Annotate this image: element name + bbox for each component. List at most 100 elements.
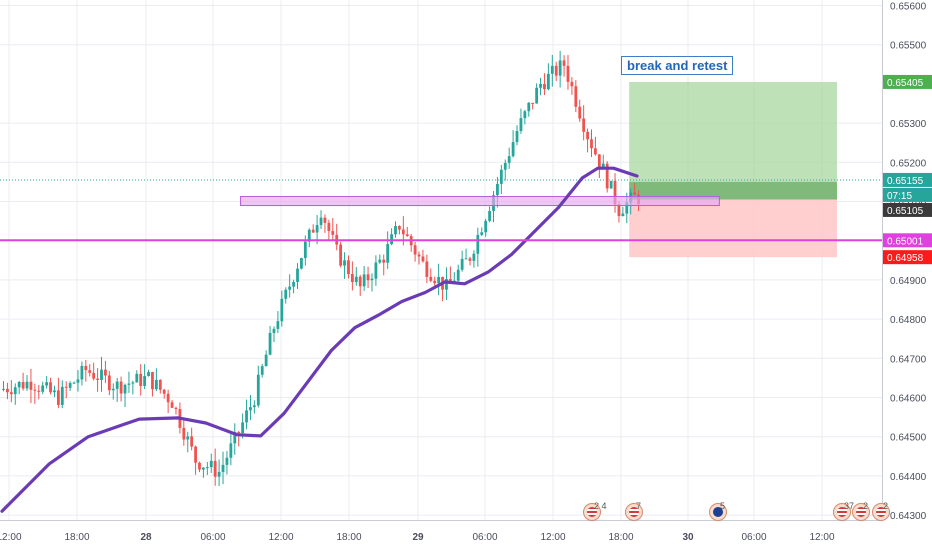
candle-body (476, 234, 480, 254)
candle-body (496, 183, 499, 196)
candle-body (72, 382, 76, 384)
candle-body (13, 387, 17, 395)
australia-flag-icon (713, 507, 723, 517)
candle-body (570, 81, 574, 87)
candle-body (413, 245, 417, 255)
candle-body (331, 231, 335, 235)
x-tick-label: 12:00 (809, 532, 834, 543)
candle-body (543, 83, 546, 90)
candle-body (523, 111, 527, 119)
y-tick-label: 0.64900 (890, 276, 927, 287)
candle-body (288, 286, 292, 290)
candle-body (6, 388, 9, 393)
candle-body (272, 328, 276, 333)
candle-body (213, 460, 217, 477)
candle-body (347, 260, 350, 275)
candle-body (241, 422, 245, 434)
candle-body (100, 369, 103, 380)
event-count: 2 4 (594, 501, 607, 511)
candle-body (221, 464, 225, 473)
candle-body (448, 279, 452, 282)
candle-body (597, 154, 601, 168)
candle-body (327, 222, 331, 232)
x-tick-label: 28 (140, 532, 152, 543)
event-marker[interactable] (833, 503, 851, 521)
candle-body (605, 163, 609, 189)
candle-body (339, 244, 343, 266)
candle-body (84, 365, 88, 371)
candle-body (280, 298, 284, 322)
price-tags: 0.65405 0.65155 07:15 0.65105 0.65001 0.64958 (883, 74, 932, 265)
moving-average-line (0, 166, 639, 513)
candle-body (209, 460, 213, 468)
candle-body (260, 366, 264, 375)
candle-body (256, 374, 260, 406)
candle-body (621, 213, 625, 217)
candle-body (633, 192, 637, 195)
candle-body (488, 210, 491, 221)
candle-body (21, 381, 25, 389)
candle-body (437, 276, 441, 284)
candle-body (554, 65, 558, 76)
candle-body (135, 373, 139, 383)
y-tick-label: 0.65300 (890, 119, 927, 130)
retest-zone[interactable] (240, 196, 720, 207)
candle-body (104, 369, 107, 376)
candle-body (96, 378, 99, 380)
price-tag (883, 187, 932, 202)
candle-body (139, 373, 143, 386)
event-marker[interactable] (625, 503, 643, 521)
candle-body (205, 467, 209, 469)
price-tag-label: 0.65001 (887, 236, 924, 247)
candle-body (378, 259, 382, 263)
usa-flag-icon (876, 507, 886, 517)
y-tick-label: 0.65200 (890, 158, 927, 169)
candle-body (233, 431, 237, 444)
y-tick-label: 0.65600 (890, 2, 927, 13)
candle-body (80, 365, 84, 380)
candle-body (53, 390, 56, 393)
candle-body (323, 217, 327, 223)
candle-body (284, 289, 288, 299)
candle-body (29, 381, 33, 390)
candle-body (303, 241, 307, 259)
candle-body (190, 436, 194, 447)
candles (2, 50, 640, 487)
candle-body (460, 258, 464, 270)
candle-body (158, 379, 162, 390)
candle-body (362, 274, 366, 287)
candle-body (311, 229, 315, 233)
candle-body (111, 388, 115, 391)
loss-zone[interactable] (629, 199, 837, 258)
candle-body (25, 381, 29, 389)
candle-body (343, 260, 346, 266)
candle-body (264, 354, 268, 367)
annotation-label[interactable]: break and retest (621, 56, 734, 75)
candle-body (268, 332, 272, 355)
event-marker[interactable] (872, 503, 890, 521)
candle-body (319, 217, 323, 226)
candle-body (358, 276, 362, 287)
candle-body (151, 372, 154, 390)
event-marker[interactable] (709, 503, 727, 521)
x-tick-label: 06:00 (472, 532, 497, 543)
usa-flag-icon (629, 507, 639, 517)
candle-body (276, 321, 280, 329)
candle-body (307, 229, 311, 242)
candle-body (107, 375, 111, 391)
candle-body (41, 385, 45, 392)
event-marker[interactable] (583, 503, 601, 521)
candle-body (456, 269, 460, 281)
candle-body (162, 389, 166, 394)
candle-body (405, 234, 409, 237)
x-tick-label: 18:00 (64, 532, 89, 543)
event-marker[interactable] (852, 503, 870, 521)
candle-body (511, 142, 515, 157)
candle-body (452, 280, 456, 282)
x-tick-label: 12:00 (540, 532, 565, 543)
y-tick-label: 0.64800 (890, 315, 927, 326)
candle-body (539, 83, 542, 88)
x-tick-label: 29 (412, 532, 424, 543)
candle-body (198, 462, 201, 470)
